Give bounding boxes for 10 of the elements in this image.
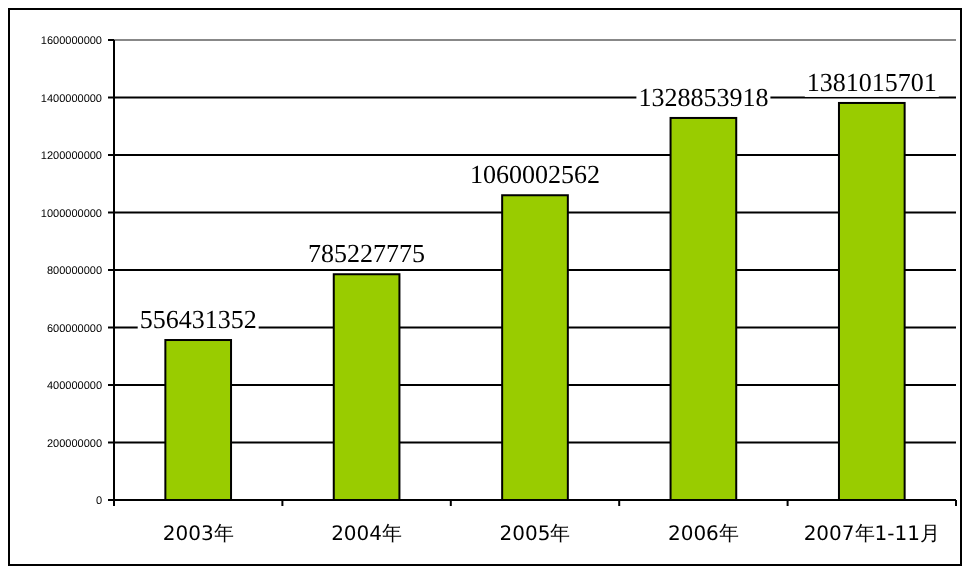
x-tick-label: 2005年 [499, 522, 571, 546]
data-label: 785227775 [308, 238, 426, 269]
data-label: 1328853918 [638, 81, 769, 112]
x-tick-label: 2003年 [162, 522, 234, 546]
data-label: 1381015701 [806, 66, 937, 97]
x-tick-label: 2006年 [667, 522, 739, 546]
data-label: 556431352 [139, 304, 257, 335]
x-tick-label: 2007年1-11月 [803, 522, 940, 546]
data-label: 1060002562 [470, 159, 600, 190]
x-tick-label: 2004年 [331, 522, 403, 546]
